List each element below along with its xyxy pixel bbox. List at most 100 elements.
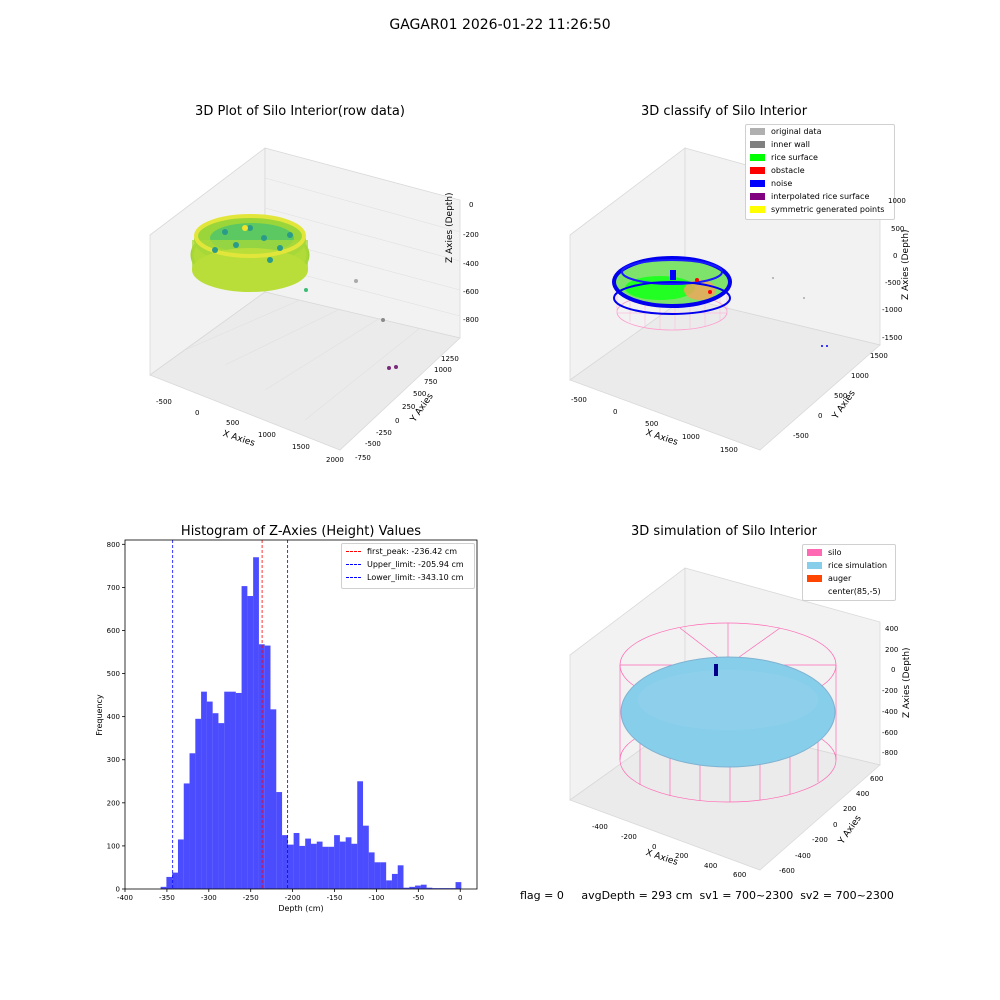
classify-xtick: 0 (613, 408, 618, 416)
raw-ytick: -250 (376, 429, 392, 437)
legend-entry-first-peak: first_peak: -236.42 cm (342, 545, 474, 558)
histogram-bar (160, 886, 167, 889)
histogram-yticks: 0 100 200 300 400 500 600 700 800 (107, 541, 125, 894)
raw-ztick: -600 (463, 288, 479, 296)
histogram-xlabel: Depth (cm) (278, 904, 323, 913)
simulation-ztick: 200 (885, 646, 899, 654)
raw-ytick: -750 (355, 454, 371, 462)
raw-ztick: -400 (463, 260, 479, 268)
histogram-bar (438, 888, 444, 889)
histogram-bar (380, 862, 387, 889)
histogram-ytick-label: 600 (107, 627, 120, 635)
histogram-xtick-label: -150 (327, 894, 343, 902)
histogram-bar (189, 753, 196, 889)
legend-swatch (750, 180, 765, 187)
legend-entry-center: center(85,-5) (803, 585, 895, 598)
histogram-xtick-label: -250 (243, 894, 259, 902)
histogram-bar (166, 876, 173, 889)
histogram-bar (339, 841, 346, 889)
legend-entry-lower-limit: Lower_limit: -343.10 cm (342, 571, 474, 584)
raw-outliers (304, 279, 398, 370)
histogram-bar (363, 825, 369, 889)
simulation-ytick: 200 (843, 805, 857, 813)
histogram-bar (368, 852, 375, 889)
simulation-ytick: -200 (812, 836, 828, 844)
simulation-xtick: -200 (621, 833, 637, 841)
simulation-ztick: -800 (882, 749, 898, 757)
histogram-ytick-label: 0 (116, 886, 120, 894)
histogram-bar (218, 723, 225, 889)
histogram-bar (287, 844, 294, 889)
legend-entry-rice-surface: rice surface (746, 151, 894, 164)
histogram-ytick-label: 100 (107, 842, 120, 850)
histogram-bar (212, 713, 219, 889)
legend-swatch (807, 575, 822, 582)
legend-swatch (750, 128, 765, 135)
histogram-xtick-label: -300 (201, 894, 217, 902)
simulation-legend: silo rice simulation auger center(85,-5) (802, 544, 896, 601)
classify-legend: original data inner wall rice surface ob… (745, 124, 895, 220)
histogram-bar (386, 880, 392, 889)
histogram-bar (374, 862, 381, 889)
simulation-ztick: 400 (885, 625, 899, 633)
raw-ytick: 0 (395, 417, 400, 425)
histogram-bar (177, 839, 184, 889)
simulation-ztick: -200 (882, 687, 898, 695)
simulation-xtick: 0 (652, 843, 657, 851)
histogram-bar (316, 841, 323, 889)
figure-suptitle: GAGAR01 2026-01-22 11:26:50 (389, 17, 611, 33)
histogram-bar (264, 645, 271, 889)
raw-ztick: -200 (463, 231, 479, 239)
histogram-bar (235, 692, 242, 889)
raw-xtick: 500 (226, 419, 240, 427)
legend-entry-silo: silo (803, 546, 895, 559)
classify-xtick: 1500 (720, 446, 738, 454)
legend-swatch (346, 564, 361, 565)
legend-swatch (807, 562, 822, 569)
classify-ytick: 1500 (870, 352, 888, 360)
histogram-bar (247, 596, 254, 889)
histogram-bar (195, 718, 202, 889)
legend-swatch (807, 549, 822, 556)
raw-ztick: 0 (469, 201, 474, 209)
histogram-bar (253, 557, 259, 889)
histogram-bar (230, 691, 236, 889)
histogram-bar (420, 884, 427, 889)
histogram-bar (282, 835, 288, 889)
histogram-ytick-label: 200 (107, 799, 120, 807)
simulation-ztick: 0 (891, 666, 896, 674)
histogram-bar (206, 701, 213, 889)
legend-entry-upper-limit: Upper_limit: -205.94 cm (342, 558, 474, 571)
raw-ytick: 750 (424, 378, 438, 386)
histogram-bar (276, 792, 283, 889)
histogram-xticks: -400 -350 -300 -250 -200 -150 -100 -50 0 (117, 889, 462, 902)
histogram-bar (305, 838, 311, 889)
legend-entry-rice-simulation: rice simulation (803, 559, 895, 572)
legend-swatch (750, 154, 765, 161)
legend-entry-inner-wall: inner wall (746, 138, 894, 151)
classify-ztick: 1000 (888, 197, 906, 205)
legend-swatch (750, 206, 765, 213)
histogram-bar (455, 882, 462, 889)
simulation-ytick: -400 (795, 852, 811, 860)
classify-xtick: -500 (571, 396, 587, 404)
legend-swatch (346, 577, 361, 578)
simulation-ztick: -600 (882, 729, 898, 737)
classify-ztick: 500 (891, 225, 905, 233)
simulation-xtick: 200 (675, 852, 689, 860)
raw-ytick: -500 (365, 440, 381, 448)
legend-entry-interpolated-rice-surface: interpolated rice surface (746, 190, 894, 203)
histogram-xtick-label: -200 (285, 894, 301, 902)
legend-swatch (346, 551, 361, 552)
histogram-bars (160, 557, 462, 889)
histogram-bar (443, 888, 450, 889)
classify-ztick: -500 (885, 279, 901, 287)
classify-ytick: 500 (834, 392, 848, 400)
legend-swatch (807, 588, 822, 595)
classify-zlabel: Z Axies (Depth) (901, 229, 911, 300)
histogram-bar (415, 885, 421, 889)
histogram-xtick-label: -400 (117, 894, 133, 902)
histogram-bar (224, 691, 231, 889)
classify-outliers (772, 277, 828, 347)
histogram-bar (299, 845, 306, 889)
